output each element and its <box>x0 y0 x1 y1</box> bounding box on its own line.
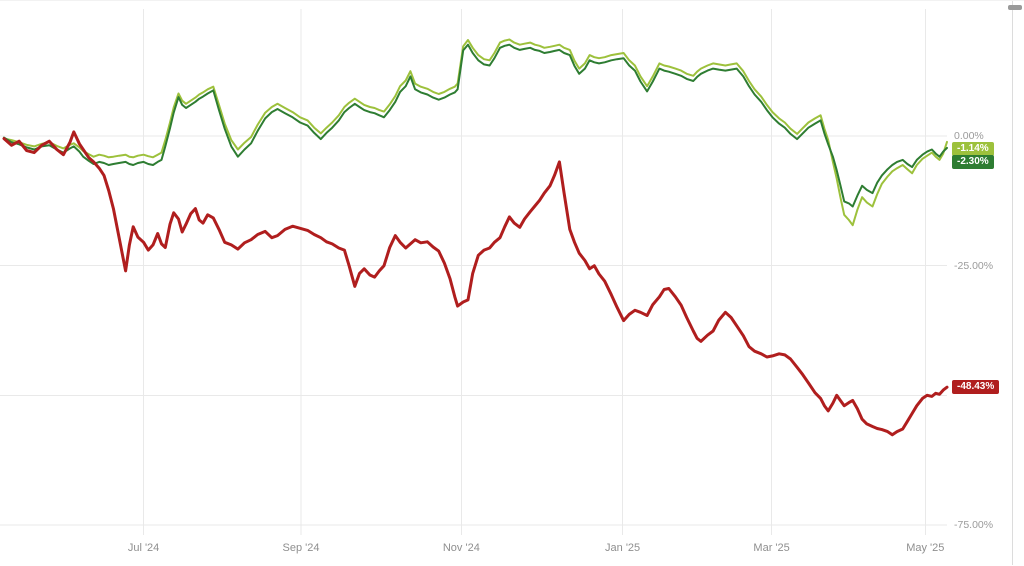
panel-divider <box>1012 1 1013 565</box>
x-axis-label: May '25 <box>906 542 945 554</box>
series-light-green-badge: -1.14% <box>952 142 994 156</box>
scrollbar-thumb[interactable] <box>1008 5 1022 10</box>
y-axis-label: -25.00% <box>954 259 994 272</box>
series-dark-green-badge: -2.30% <box>952 155 994 169</box>
y-axis-label: -75.00% <box>954 519 994 531</box>
x-axis-label: Jan '25 <box>605 542 641 554</box>
x-axis-label: Sep '24 <box>282 542 320 554</box>
x-axis-label: Mar '25 <box>753 542 790 554</box>
series-light-green-line <box>3 38 948 227</box>
series-dark-green-line <box>3 43 948 208</box>
x-axis-label: Nov '24 <box>442 542 480 554</box>
x-axis-label: Jul '24 <box>127 542 160 554</box>
series-red-badge: -48.43% <box>952 380 1000 395</box>
y-axis-label: 0.00% <box>954 130 984 142</box>
series-red-line <box>2 130 949 437</box>
